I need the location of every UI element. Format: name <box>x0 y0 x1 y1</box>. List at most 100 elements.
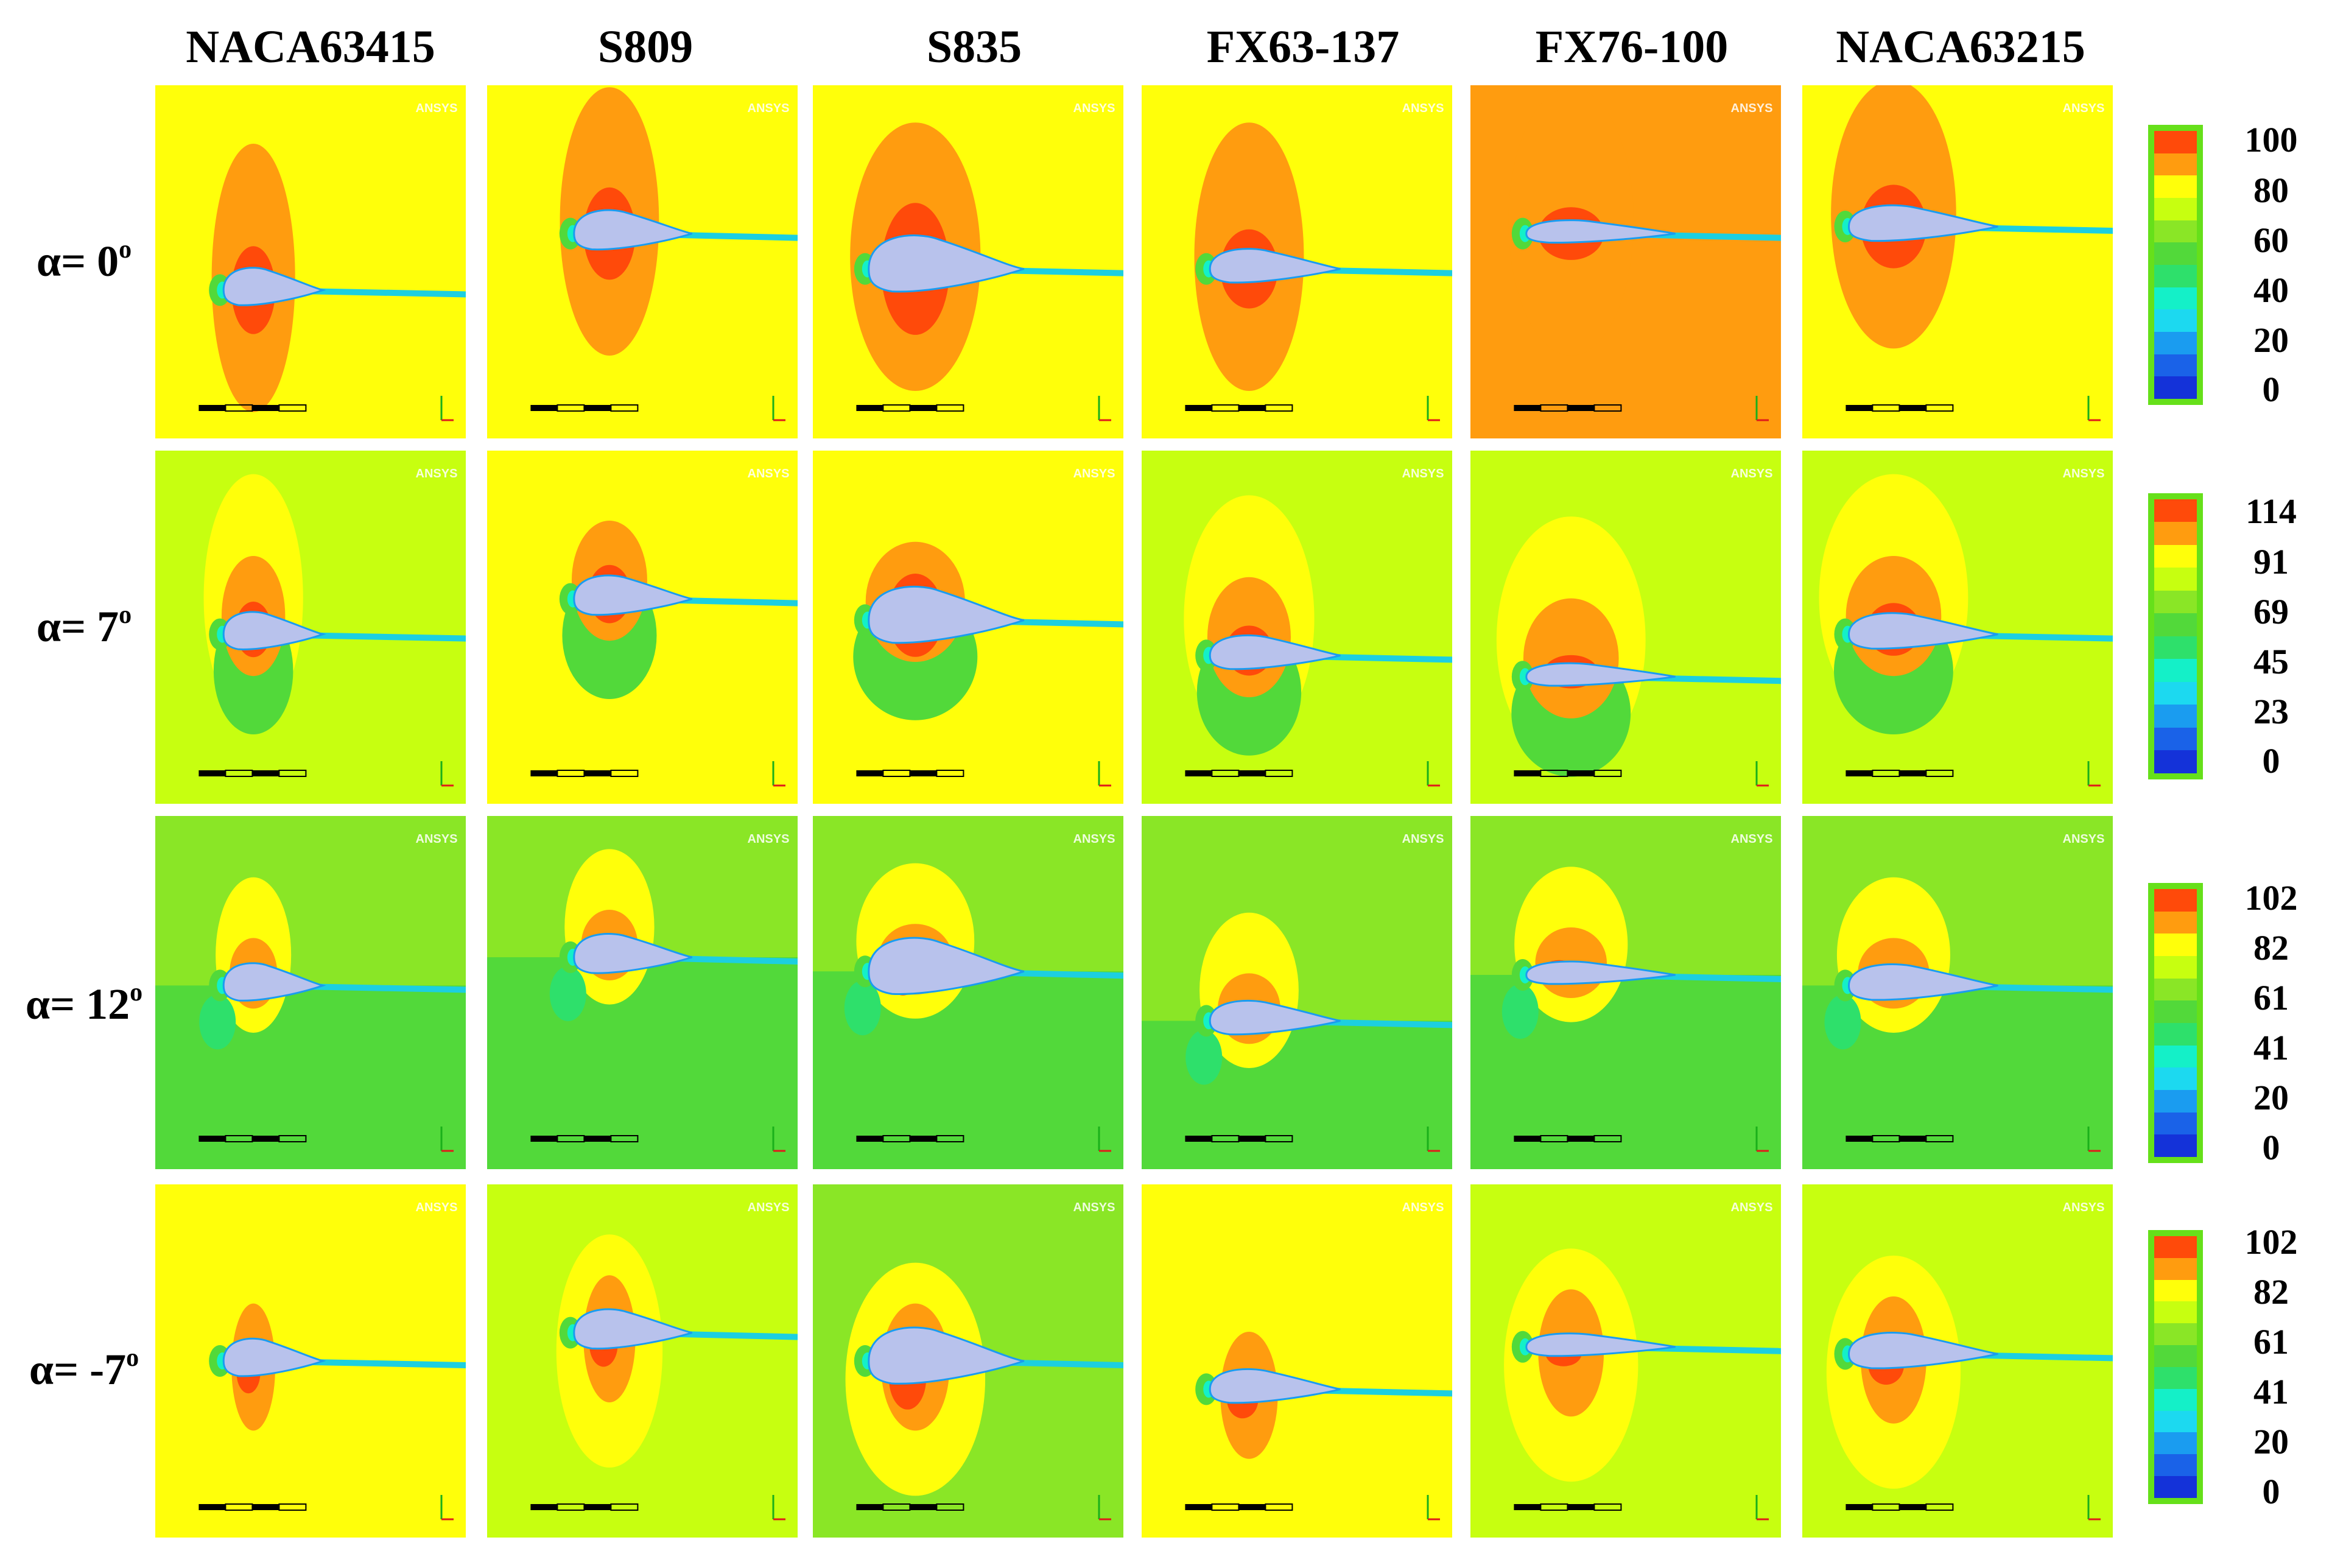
airfoil-shape <box>868 585 1025 644</box>
colorbar-tick: 91 <box>2253 542 2289 582</box>
scale-bar-segment <box>252 770 279 776</box>
degree-symbol: o <box>119 236 132 264</box>
colorbar-level <box>2154 1432 2197 1455</box>
contour-panel: ANSYS <box>1470 85 1781 438</box>
colorbar-tick: 0 <box>2262 741 2280 781</box>
scale-bar-segment <box>1514 770 1541 776</box>
airfoil-shape <box>1847 1332 1998 1369</box>
scale-bar-segment <box>1899 1504 1926 1510</box>
scale-bar-segment <box>1872 770 1900 777</box>
scale-bar-segment <box>530 1504 558 1510</box>
colorbar-level <box>2154 1410 2197 1433</box>
colorbar-level <box>2154 889 2197 912</box>
scale-bar-segment <box>1540 1503 1568 1511</box>
ansys-watermark: ANSYS <box>1402 467 1444 480</box>
scale-bar-segment <box>530 1136 558 1142</box>
contour-panel: ANSYS <box>487 816 798 1169</box>
colorbar-level <box>2154 1366 2197 1389</box>
airfoil-shape <box>222 611 326 650</box>
colorbar-level <box>2154 499 2197 522</box>
colorbar-tick: 45 <box>2253 642 2289 681</box>
colorbar-tick: 102 <box>2244 878 2298 918</box>
scale-bar-segment <box>1567 405 1595 411</box>
column-title-naca63215: NACA63215 <box>1836 21 2085 72</box>
colorbar-level <box>2154 613 2197 636</box>
scale-bar-segment <box>1540 1135 1568 1142</box>
scale-bar-segment <box>610 404 639 412</box>
ansys-watermark: ANSYS <box>2063 832 2105 846</box>
wake-streak <box>283 1359 466 1368</box>
colorbar-level <box>2154 1022 2197 1046</box>
colorbar-tick: 100 <box>2244 120 2298 160</box>
scale-bar-segment <box>1514 1504 1541 1510</box>
colorbar-tick: 0 <box>2262 1472 2280 1511</box>
colorbar-level <box>2154 1454 2197 1477</box>
scale-bar-segment <box>198 1504 226 1510</box>
scale-bar-segment <box>1925 404 1954 412</box>
ansys-watermark: ANSYS <box>748 832 790 846</box>
colorbar-aoa-12 <box>2148 883 2203 1163</box>
wake-streak <box>283 983 466 993</box>
scale-bar-segment <box>1872 404 1900 412</box>
colorbar-level <box>2154 1279 2197 1302</box>
degree-symbol: o <box>119 601 132 629</box>
contour-panel: ANSYS <box>1142 1184 1452 1538</box>
contour-plot: ANSYS <box>1470 1184 1781 1538</box>
ansys-watermark: ANSYS <box>1402 832 1444 846</box>
colorbar-level <box>2154 544 2197 568</box>
airfoil-shape <box>1209 999 1341 1036</box>
field-background <box>155 451 466 804</box>
airfoil-shape <box>573 1308 693 1350</box>
column-title-naca63415: NACA63415 <box>186 21 435 72</box>
column-title-s835: S835 <box>926 21 1022 72</box>
airfoil-shape <box>573 933 693 974</box>
scale-bar-segment <box>1185 405 1212 411</box>
ansys-watermark: ANSYS <box>748 102 790 115</box>
colorbar-aoa-minus-7 <box>2148 1230 2203 1504</box>
colorbar-level <box>2154 1388 2197 1411</box>
column-title-fx63-137: FX63-137 <box>1206 21 1400 72</box>
scale-bar-segment <box>278 1503 307 1511</box>
colorbar-level <box>2154 264 2197 287</box>
contour-plot: ANSYS <box>155 816 466 1169</box>
airfoil-shape <box>868 1326 1025 1385</box>
scale-bar-segment <box>856 1504 883 1510</box>
airfoil-shape <box>222 267 326 306</box>
contour-panel: ANSYS <box>487 451 798 804</box>
airfoil-shape <box>573 209 693 251</box>
contour-panel: ANSYS <box>487 85 798 438</box>
scale-bar-segment <box>910 1504 937 1510</box>
colorbar-level <box>2154 522 2197 545</box>
ansys-watermark: ANSYS <box>2063 1201 2105 1214</box>
colorbar-tick: 80 <box>2253 171 2289 210</box>
contour-panel: ANSYS <box>813 816 1123 1169</box>
colorbar-level <box>2154 131 2197 153</box>
airfoil-shape <box>222 962 326 1002</box>
airfoil-shape <box>1525 1332 1676 1357</box>
scale-bar-segment <box>1185 1136 1212 1142</box>
colorbar-level <box>2154 659 2197 682</box>
colorbar-tick: 114 <box>2246 491 2297 531</box>
contour-panel: ANSYS <box>1470 451 1781 804</box>
airfoil-shape <box>1847 963 1998 1001</box>
colorbar-tick: 20 <box>2253 320 2289 360</box>
colorbar-level <box>2154 1323 2197 1346</box>
colorbar-level <box>2154 911 2197 934</box>
contour-panel: ANSYS <box>813 1184 1123 1538</box>
row-label-text: α= 12 <box>25 980 130 1028</box>
scale-bar-segment <box>1540 404 1568 412</box>
wake-streak <box>283 287 466 298</box>
colorbar-tick: 61 <box>2253 978 2289 1018</box>
column-title-s809: S809 <box>597 21 694 72</box>
contour-panel: ANSYS <box>1802 451 2113 804</box>
scale-bar-segment <box>1872 1503 1900 1511</box>
scale-bar-segment <box>278 404 307 412</box>
ansys-watermark: ANSYS <box>748 1201 790 1214</box>
scale-bar-segment <box>1925 1135 1954 1142</box>
colorbar-level <box>2154 636 2197 659</box>
colorbar-level <box>2154 1257 2197 1280</box>
ansys-watermark: ANSYS <box>416 102 458 115</box>
colorbar-level <box>2154 750 2197 773</box>
scale-bar-segment <box>1540 770 1568 777</box>
